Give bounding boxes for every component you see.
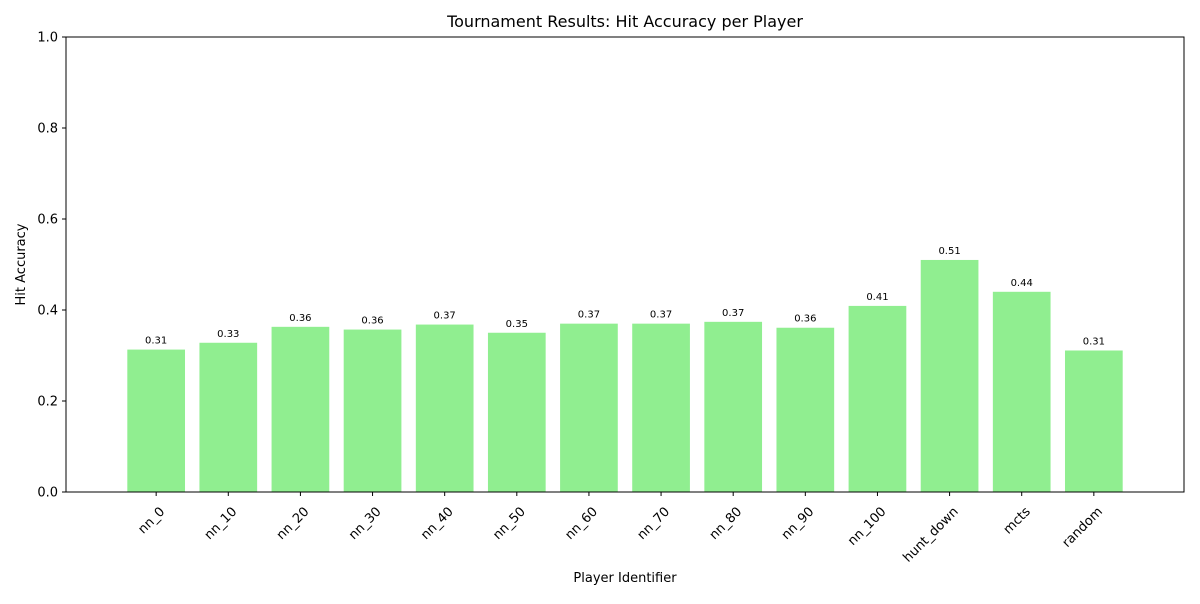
bar-random [1064, 350, 1123, 492]
bar-nn_40 [415, 324, 474, 492]
y-tick-label: 0.8 [37, 122, 58, 137]
value-label-mcts: 0.44 [1011, 278, 1033, 289]
plot-area-frame [65, 36, 1185, 493]
value-label-nn_60: 0.37 [578, 310, 600, 321]
y-tick-label: 0.2 [37, 395, 58, 410]
bar-nn_50 [487, 332, 546, 492]
x-tick-label-nn_100: nn_100 [845, 504, 889, 548]
value-label-random: 0.31 [1083, 336, 1105, 347]
bar-nn_10 [199, 342, 258, 492]
value-labels-layer: 0.31 0.33 0.36 0.36 0.37 0.35 0.37 0.37 0.37 0.36… [145, 246, 1105, 348]
x-tick-label-nn_0: nn_0 [136, 504, 169, 537]
value-label-nn_40: 0.37 [434, 311, 456, 322]
value-label-nn_100: 0.41 [866, 292, 888, 303]
value-label-nn_20: 0.36 [289, 313, 311, 324]
bar-mcts [992, 291, 1051, 492]
x-tick-label-nn_20: nn_20 [274, 504, 313, 543]
bar-nn_30 [343, 329, 402, 492]
x-tick-label-hunt_down: hunt_down [901, 504, 962, 565]
x-axis-label: Player Identifier [573, 571, 677, 586]
chart-title: Tournament Results: Hit Accuracy per Pla… [446, 12, 803, 31]
x-tick-label-nn_50: nn_50 [490, 504, 529, 543]
y-axis: 0.0 0.2 0.4 0.6 0.8 1.0 [37, 31, 66, 501]
value-label-nn_30: 0.36 [361, 316, 383, 327]
y-tick-label: 0.4 [37, 304, 58, 319]
x-axis: nn_0 nn_10 nn_20 nn_30 nn_40 nn_50 nn_60 nn_70 n… [136, 492, 1106, 566]
y-tick-label: 1.0 [37, 31, 58, 46]
value-label-nn_10: 0.33 [217, 329, 239, 340]
y-tick-label: 0.6 [37, 213, 58, 228]
value-label-nn_90: 0.36 [794, 314, 816, 325]
value-label-nn_80: 0.37 [722, 308, 744, 319]
bar-hunt_down [920, 259, 979, 492]
x-tick-label-nn_90: nn_90 [779, 504, 818, 543]
x-tick-label-nn_80: nn_80 [707, 504, 746, 543]
y-axis-label: Hit Accuracy [14, 223, 29, 305]
x-tick-label-nn_60: nn_60 [562, 504, 601, 543]
y-tick-label: 0.0 [37, 486, 58, 501]
bars-layer [127, 259, 1123, 492]
value-label-nn_70: 0.37 [650, 310, 672, 321]
bar-nn_20 [271, 326, 330, 492]
x-tick-label-nn_10: nn_10 [202, 504, 241, 543]
x-tick-label-random: random [1060, 504, 1106, 550]
x-tick-label-nn_70: nn_70 [635, 504, 674, 543]
x-tick-label-nn_40: nn_40 [418, 504, 457, 543]
bar-nn_80 [704, 321, 763, 492]
x-tick-label-mcts: mcts [1001, 504, 1034, 537]
bar-nn_70 [632, 323, 690, 492]
value-label-hunt_down: 0.51 [938, 246, 960, 257]
bar-nn_100 [848, 305, 907, 492]
bar-nn_90 [776, 327, 835, 492]
value-label-nn_50: 0.35 [506, 319, 528, 330]
bar-nn_60 [560, 323, 618, 492]
x-tick-label-nn_30: nn_30 [346, 504, 385, 543]
value-label-nn_0: 0.31 [145, 336, 167, 347]
bar-nn_0 [127, 349, 186, 492]
